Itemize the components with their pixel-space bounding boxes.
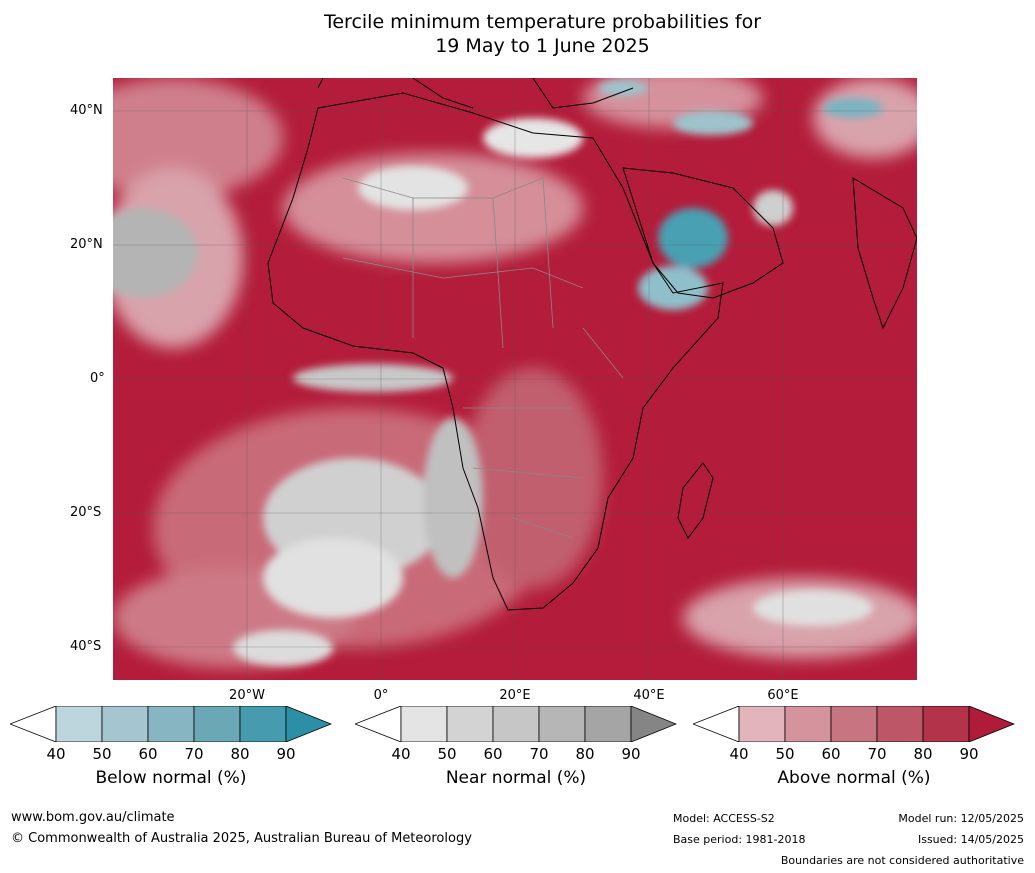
cbar-above-tick: 40 <box>729 745 749 763</box>
lat-label-0: 0° <box>90 371 105 386</box>
cbar-near-tick: 80 <box>575 745 595 763</box>
near-normal-zones <box>113 118 873 666</box>
cbar-below-seg <box>193 706 241 742</box>
cbar-near-tick: 90 <box>621 745 641 763</box>
footer-disclaimer: Boundaries are not considered authoritat… <box>780 854 1024 867</box>
cbar-above-seg <box>830 706 878 742</box>
cbar-above-tick: 50 <box>775 745 795 763</box>
cbar-above-tick: 90 <box>959 745 979 763</box>
lon-label-60e: 60°E <box>767 688 799 703</box>
cbar-near-seg <box>400 706 448 742</box>
lat-label-20s: 20°S <box>70 505 102 520</box>
cbar-above-title: Above normal (%) <box>777 768 931 788</box>
footer-model-run: Model run: 12/05/2025 <box>898 812 1024 825</box>
lon-label-20e: 20°E <box>499 688 531 703</box>
africa-coastline <box>267 92 724 611</box>
europe-coastline <box>317 78 634 109</box>
footer-issued: Issued: 14/05/2025 <box>917 833 1024 846</box>
footer-model: Model: ACCESS-S2 <box>673 812 775 825</box>
cbar-above-seg <box>738 706 786 742</box>
cbar-above-tick: 80 <box>913 745 933 763</box>
cbar-near-seg <box>446 706 494 742</box>
lon-label-0: 0° <box>373 688 389 703</box>
cbar-near-tick: 40 <box>391 745 411 763</box>
title-line-2: 19 May to 1 June 2025 <box>435 35 650 57</box>
cbar-near-tick: 70 <box>529 745 549 763</box>
chart-title: Tercile minimum temperature probabilitie… <box>0 10 1035 58</box>
lat-label-40n: 40°N <box>70 103 103 118</box>
cbar-below-tick: 70 <box>184 745 204 763</box>
cbar-above-seg <box>922 706 970 742</box>
cbar-above-tick: 60 <box>821 745 841 763</box>
cbar-above-seg <box>876 706 924 742</box>
cbar-below-tick: 90 <box>276 745 296 763</box>
cbar-near-seg <box>355 706 402 742</box>
footer-url[interactable]: www.bom.gov.au/climate <box>11 810 175 825</box>
cbar-above-tick: 70 <box>867 745 887 763</box>
title-line-1: Tercile minimum temperature probabilitie… <box>323 11 762 33</box>
lon-label-20w: 20°W <box>229 688 265 703</box>
cbar-below-tick: 40 <box>46 745 66 763</box>
cbar-near-seg <box>538 706 586 742</box>
lat-label-40s: 40°S <box>70 639 102 654</box>
cbar-below-tick: 60 <box>138 745 158 763</box>
india-coastline <box>852 177 917 330</box>
country-borders <box>342 177 624 539</box>
cbar-above-seg <box>968 706 1015 742</box>
cbar-below-seg <box>55 706 103 742</box>
cbar-near-seg <box>630 706 677 742</box>
colorbar-near <box>355 706 677 742</box>
cbar-below-seg <box>10 706 57 742</box>
cbar-near-seg <box>584 706 632 742</box>
cbar-above-seg <box>784 706 832 742</box>
madagascar-coastline <box>677 462 714 539</box>
cbar-below-seg <box>147 706 195 742</box>
arabia-coastline <box>622 167 784 299</box>
cbar-above-seg <box>693 706 740 742</box>
cbar-below-seg <box>285 706 332 742</box>
below-normal-zones <box>598 80 883 310</box>
cbar-near-tick: 50 <box>437 745 457 763</box>
colorbar-above <box>693 706 1015 742</box>
lon-label-40e: 40°E <box>633 688 665 703</box>
cbar-below-tick: 50 <box>92 745 112 763</box>
cbar-below-tick: 80 <box>230 745 250 763</box>
colorbar-below <box>10 706 332 742</box>
footer-base-period: Base period: 1981-2018 <box>673 833 806 846</box>
cbar-below-seg <box>101 706 149 742</box>
cbar-below-title: Below normal (%) <box>95 768 247 788</box>
cbar-below-seg <box>239 706 287 742</box>
map-svg <box>113 78 917 680</box>
lat-label-20n: 20°N <box>70 237 103 252</box>
cbar-near-seg <box>492 706 540 742</box>
probability-map <box>113 78 917 680</box>
cbar-near-tick: 60 <box>483 745 503 763</box>
footer-copyright: © Commonwealth of Australia 2025, Austra… <box>11 831 472 846</box>
cbar-near-title: Near normal (%) <box>445 768 587 788</box>
graticule <box>113 78 917 680</box>
